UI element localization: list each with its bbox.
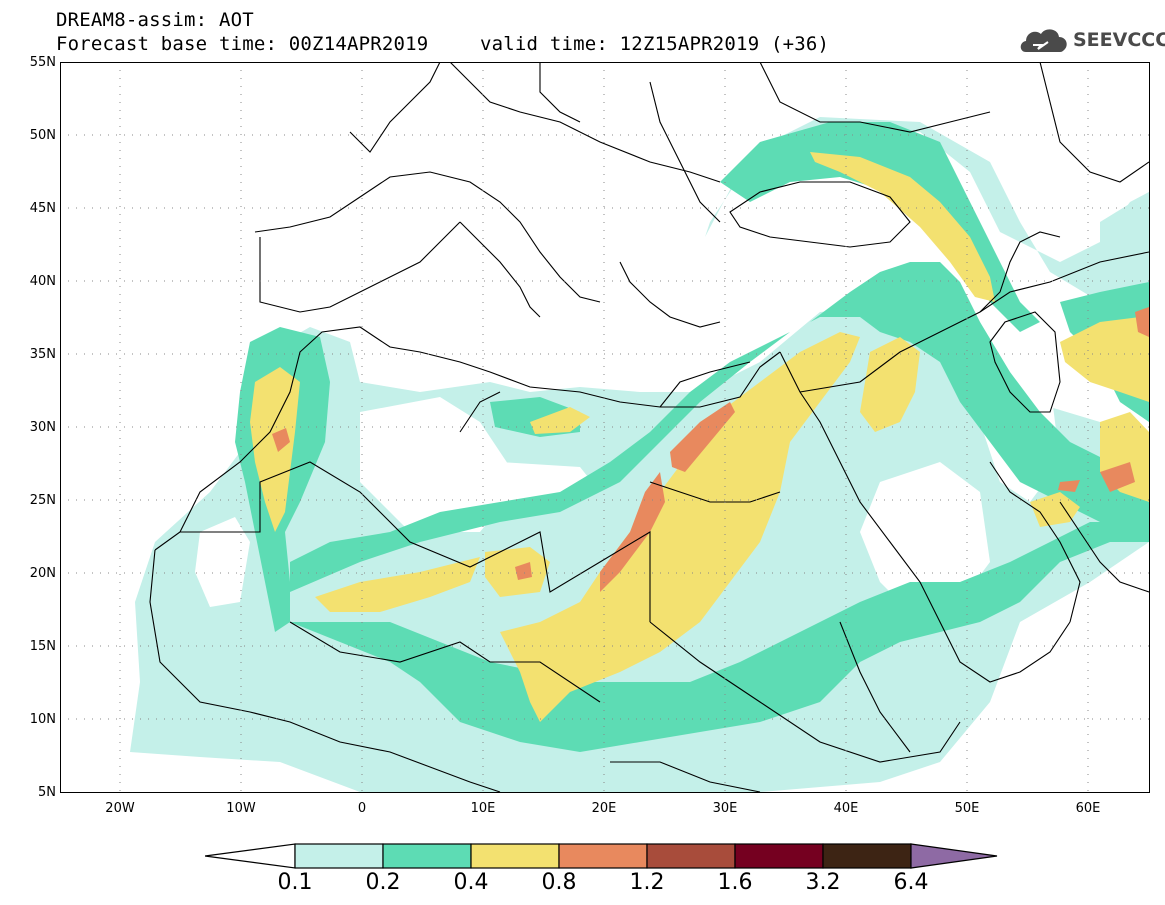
colorbar-label: 1.2 [629, 870, 665, 895]
map-title: DREAM8-assim: AOT [56, 9, 254, 31]
lat-label: 15N [29, 639, 56, 654]
colorbar-box [470, 843, 560, 869]
colorbar-arrow-low [205, 843, 296, 869]
colorbar-label: 6.4 [893, 870, 929, 895]
lon-label: 40E [833, 801, 859, 816]
lat-label: 20N [29, 566, 56, 581]
colorbar-label: 0.2 [365, 870, 401, 895]
colorbar-box [294, 843, 384, 869]
forecast-base-time: Forecast base time: 00Z14APR2019 valid ti… [56, 33, 829, 55]
lat-label: 30N [29, 420, 56, 435]
logo-text: SEEVCCC [1073, 29, 1165, 51]
colorbar-box [558, 843, 648, 869]
seevccc-logo: SEEVCCC [1018, 24, 1165, 56]
colorbar-label: 0.4 [453, 870, 489, 895]
colorbar-box [734, 843, 824, 869]
aot-layer-0-8 [272, 307, 1149, 592]
colorbar-box [382, 843, 472, 869]
valid-time-text: valid time: 12Z15APR2019 (+36) [480, 33, 830, 55]
colorbar-label: 0.8 [541, 870, 577, 895]
aot-layer-0-4 [250, 152, 1149, 722]
lat-label: 40N [29, 274, 56, 289]
lat-label: 50N [29, 128, 56, 143]
lat-label: 35N [29, 347, 56, 362]
coastlines-and-borders [149, 62, 1149, 792]
cloud-icon [1020, 29, 1067, 52]
lat-label: 25N [29, 493, 56, 508]
colorbar-label: 1.6 [717, 870, 753, 895]
colorbar-arrow-high [910, 843, 998, 869]
lon-label: 10W [226, 801, 256, 816]
lon-label: 0 [357, 801, 367, 816]
colorbar-box [822, 843, 912, 869]
lon-label: 30E [712, 801, 738, 816]
aot-map [60, 62, 1149, 792]
lon-label: 10E [470, 801, 496, 816]
colorbar-label: 3.2 [805, 870, 841, 895]
lat-label: 45N [29, 201, 56, 216]
lon-label: 60E [1075, 801, 1101, 816]
grid-lines [60, 62, 1149, 792]
base-time-text: Forecast base time: 00Z14APR2019 [56, 33, 429, 55]
colorbar [205, 843, 998, 869]
lat-label: 5N [38, 785, 56, 800]
lon-label: 20W [105, 801, 135, 816]
colorbar-label: 0.1 [277, 870, 313, 895]
lon-label: 20E [591, 801, 617, 816]
colorbar-box [646, 843, 736, 869]
map-svg [60, 62, 1149, 792]
lat-label: 10N [29, 712, 56, 727]
lon-label: 50E [954, 801, 980, 816]
lat-label: 55N [29, 55, 56, 70]
